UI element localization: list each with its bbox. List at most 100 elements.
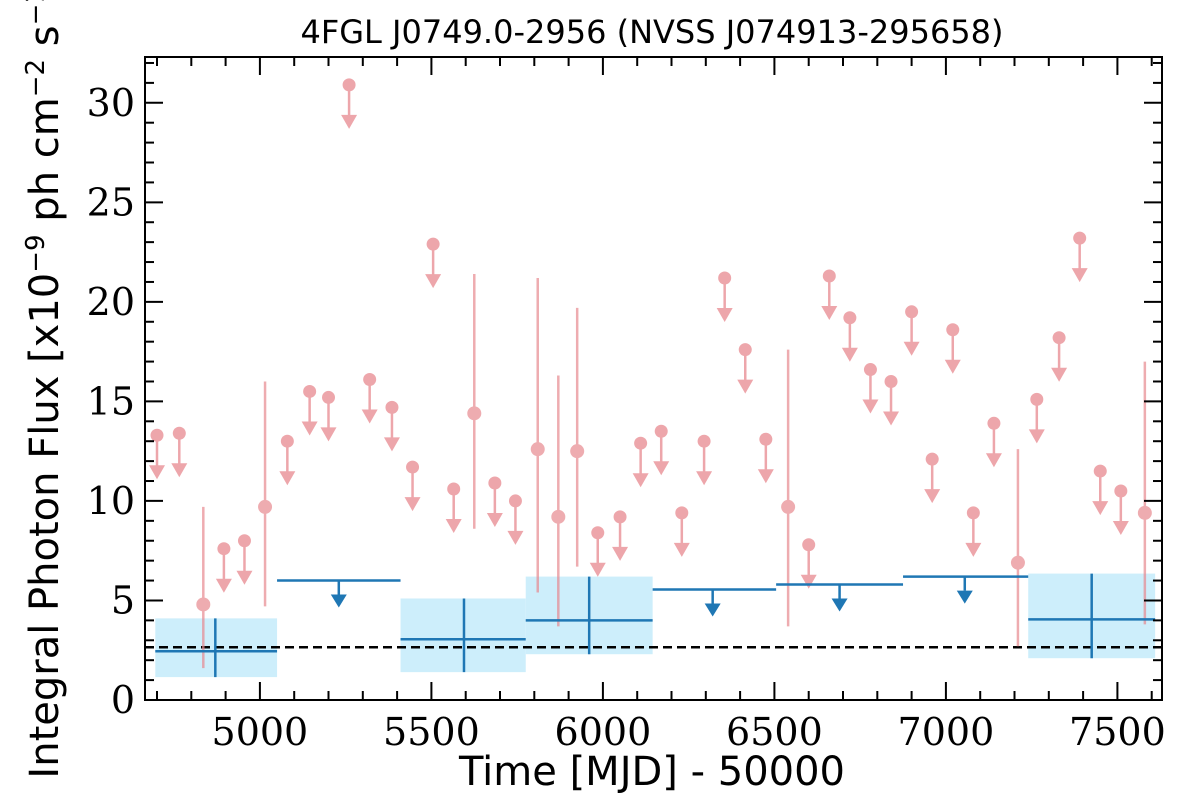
plot-area: 5000 5500 6000 6500 7000 7500 0 5 10 15 20 25 30 <box>87 56 1166 754</box>
short-bin-ul-head <box>320 427 337 442</box>
short-bin-upper-limit-2 <box>215 542 232 593</box>
short-bin-ul-head <box>903 341 920 356</box>
short-bin-ul-head <box>944 359 961 374</box>
short-bin-upper-limit-18 <box>653 424 670 476</box>
short-bin-ul-head <box>507 530 524 545</box>
short-bin-ul-head <box>404 497 421 512</box>
short-bin-detection-4 <box>551 375 566 627</box>
short-bin-point <box>551 509 566 524</box>
short-bin-detection-8 <box>1137 361 1152 625</box>
short-bin-upper-limit-33 <box>985 416 1002 468</box>
x-tick-label: 7000 <box>898 710 995 754</box>
y-axis-title-prefix: Integral Photon Flux [x10 <box>22 273 68 779</box>
short-bin-ul-head <box>361 409 378 424</box>
short-bin-ul-head <box>215 578 232 593</box>
short-bin-upper-limit-10 <box>404 460 421 512</box>
long-bin-upper-limit-0 <box>277 579 401 608</box>
short-bin-ul-head <box>821 305 838 320</box>
y-tick-label: 30 <box>87 81 135 125</box>
short-bin-upper-limit-36 <box>1071 231 1088 283</box>
short-bin-detection-3 <box>530 277 545 593</box>
short-bin-upper-limit-20 <box>696 434 713 486</box>
short-bin-ul-head <box>149 465 166 480</box>
short-bin-point <box>1137 505 1152 520</box>
long-bin-upper-limit-1 <box>652 588 777 617</box>
short-bin-upper-limit-28 <box>883 374 900 426</box>
y-tick-label: 20 <box>87 280 135 324</box>
short-bin-upper-limit-9 <box>383 400 400 452</box>
short-bin-detection-5 <box>570 307 585 567</box>
x-tick-label: 5000 <box>212 710 309 754</box>
short-bin-upper-limit-14 <box>507 494 524 545</box>
y-tick-label: 25 <box>87 180 135 224</box>
short-bin-ul-head <box>1051 367 1068 382</box>
short-bin-upper-limit-23 <box>757 432 774 484</box>
short-bin-upper-limit-19 <box>673 506 690 557</box>
short-bin-upper-limit-12 <box>445 482 462 533</box>
short-bin-upper-limit-7 <box>341 78 358 129</box>
y-tick-label: 10 <box>87 479 135 523</box>
short-bin-upper-limit-17 <box>632 436 649 488</box>
short-bin-ul-head <box>965 542 982 557</box>
short-bin-ul-head <box>883 411 900 426</box>
long-bin-upper-limit-2 <box>776 583 904 612</box>
short-bin-detection-1 <box>258 381 273 607</box>
short-bin-ul-head <box>841 347 858 362</box>
short-bin-detection-7 <box>1010 449 1025 647</box>
short-bin-ul-head <box>445 518 462 533</box>
x-axis-title: Time [MJD] - 50000 <box>458 749 845 795</box>
short-bin-upper-limit-24 <box>800 538 817 589</box>
short-bin-ul-head <box>757 469 774 484</box>
long-bin-ul-head <box>330 594 347 608</box>
short-bin-ul-head <box>862 399 879 414</box>
short-bin-ul-head <box>985 453 1002 468</box>
y-tick-label: 0 <box>111 678 135 722</box>
short-bin-point <box>570 444 585 459</box>
short-bin-point <box>467 406 482 421</box>
short-bin-upper-limit-38 <box>1112 484 1129 535</box>
short-bin-point <box>196 597 211 612</box>
x-tick-label: 5500 <box>383 710 480 754</box>
x-tick-label: 6500 <box>726 710 823 754</box>
short-bin-ul-head <box>341 114 358 129</box>
x-tick-label: 6000 <box>555 710 652 754</box>
short-bin-upper-limit-34 <box>1028 392 1045 444</box>
short-bin-upper-limit-11 <box>425 237 442 289</box>
short-bin-upper-limit-29 <box>903 305 920 356</box>
short-bin-ul-head <box>737 379 754 394</box>
long-bin-detection-0 <box>155 618 278 678</box>
long-bin-upper-limit-3 <box>903 575 1029 604</box>
short-bin-ul-head <box>632 473 649 488</box>
short-bin-upper-limit-5 <box>301 384 318 436</box>
short-bin-upper-limit-30 <box>924 452 941 504</box>
chart-title: 4FGL J0749.0-2956 (NVSS J074913-295658) <box>300 13 1003 51</box>
short-bin-upper-limit-8 <box>361 372 378 424</box>
short-bin-ul-head <box>1092 501 1109 516</box>
short-bin-upper-limit-35 <box>1051 331 1068 382</box>
short-bin-point <box>530 442 545 457</box>
short-bin-upper-limit-31 <box>944 323 961 374</box>
short-bin-point <box>258 499 273 514</box>
short-bin-ul-head <box>279 471 296 486</box>
short-bin-upper-limit-0 <box>149 428 166 480</box>
short-bin-upper-limit-6 <box>320 390 337 442</box>
short-bin-upper-limit-27 <box>862 363 879 414</box>
short-bin-upper-limit-13 <box>486 476 503 528</box>
short-bin-ul-head <box>716 307 733 322</box>
short-bin-ul-head <box>171 463 188 478</box>
short-bin-upper-limit-16 <box>612 510 629 561</box>
y-tick-label: 5 <box>111 578 135 622</box>
short-bin-ul-head <box>1028 429 1045 444</box>
long-bin-ul-head <box>704 603 721 617</box>
long-bin-detection-3 <box>1028 573 1156 659</box>
short-bin-detection-0 <box>196 506 211 669</box>
short-bin-ul-head <box>1112 520 1129 535</box>
short-bin-ul-head <box>589 562 606 577</box>
short-bin-ul-head <box>653 461 670 476</box>
y-axis-title-mid2: s <box>22 25 68 59</box>
short-bin-upper-limit-37 <box>1092 464 1109 516</box>
short-bin-ul-head <box>612 546 629 561</box>
short-bin-ul-head <box>1071 268 1088 283</box>
short-bin-detection-2 <box>467 273 482 529</box>
